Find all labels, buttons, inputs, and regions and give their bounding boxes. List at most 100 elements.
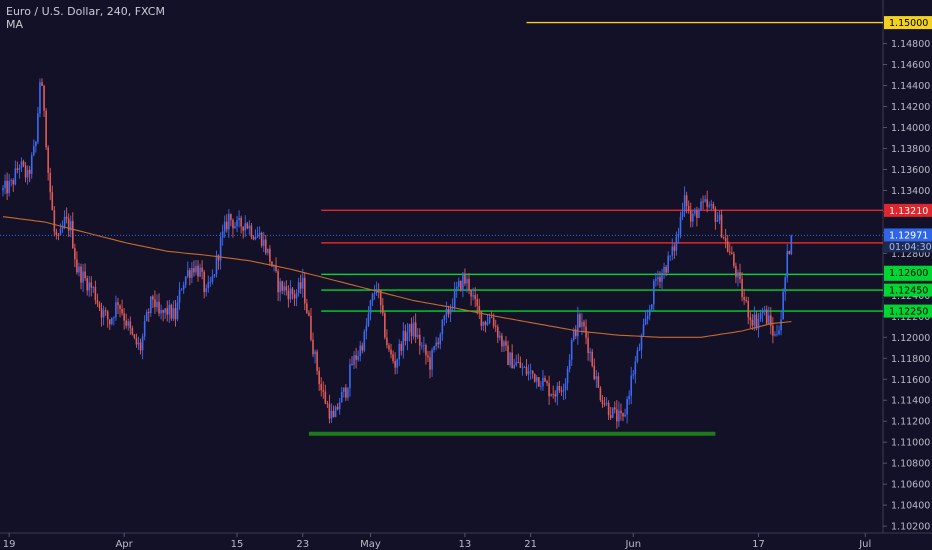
- candle-body: [250, 225, 253, 237]
- candle-body: [355, 355, 357, 360]
- y-tick-label: 1.14600: [891, 60, 930, 71]
- candle-body: [392, 354, 394, 362]
- candle-body: [402, 330, 405, 351]
- symbol-title[interactable]: Euro / U.S. Dollar, 240, FXCM: [6, 5, 165, 18]
- candle-body: [322, 390, 325, 392]
- candle-body: [737, 272, 739, 278]
- candle-body: [90, 282, 93, 288]
- candle-body: [39, 82, 41, 114]
- candle-body: [347, 388, 349, 398]
- candle-body: [564, 383, 567, 391]
- candle-body: [513, 365, 515, 369]
- candle-body: [505, 341, 507, 346]
- candle-body: [404, 330, 407, 342]
- candle-body: [234, 226, 236, 229]
- candle-body: [390, 349, 392, 355]
- candle-body: [49, 172, 52, 193]
- candle-body: [76, 259, 78, 273]
- candle-body: [515, 362, 518, 366]
- candle-body: [30, 155, 33, 174]
- candle-body: [207, 282, 210, 289]
- candle-body: [287, 290, 290, 300]
- candle-body: [252, 236, 255, 240]
- candle-body: [782, 291, 784, 320]
- candle-body: [156, 301, 158, 308]
- candle-body: [310, 315, 312, 340]
- countdown-label: 01:04:30: [889, 242, 932, 253]
- candle-body: [258, 232, 261, 236]
- candle-body: [53, 210, 56, 232]
- candle-body: [788, 251, 791, 255]
- candle-body: [599, 387, 602, 401]
- y-tick-label: 1.14200: [891, 102, 930, 113]
- candle-body: [277, 270, 279, 293]
- candle-body: [80, 266, 82, 283]
- candle-body: [217, 255, 220, 261]
- candle-body: [755, 314, 758, 329]
- level-price-badge-text: 1.15000: [889, 18, 928, 29]
- candle-body: [726, 241, 729, 252]
- y-tick-label: 1.11600: [891, 375, 930, 386]
- candle-body: [228, 213, 230, 230]
- candle-body: [667, 255, 669, 273]
- candle-body: [328, 403, 331, 419]
- candle-body: [462, 274, 464, 291]
- candle-body: [279, 281, 281, 293]
- candle-body: [281, 281, 284, 291]
- candle-body: [22, 161, 25, 166]
- candle-body: [780, 319, 782, 331]
- candle-body: [117, 302, 119, 306]
- candle-body: [361, 345, 364, 351]
- candle-body: [371, 293, 374, 301]
- candle-body: [577, 314, 579, 337]
- candle-body: [84, 271, 86, 279]
- candle-body: [476, 298, 479, 306]
- candle-body: [640, 335, 643, 350]
- candle-body: [47, 147, 49, 173]
- candle-body: [373, 293, 376, 295]
- candle-body: [618, 410, 620, 422]
- candle-body: [332, 410, 335, 418]
- ma-indicator-label[interactable]: MA: [6, 18, 24, 31]
- candle-body: [648, 309, 651, 316]
- level-price-badge-text: 1.12450: [889, 286, 928, 297]
- candle-body: [597, 376, 600, 388]
- candle-body: [28, 169, 31, 174]
- candle-body: [579, 314, 581, 327]
- y-tick-label: 1.14800: [891, 39, 930, 50]
- candle-body: [661, 272, 663, 282]
- candle-body: [111, 318, 113, 325]
- candle-body: [41, 82, 43, 86]
- candle-body: [301, 277, 304, 289]
- candle-body: [669, 255, 672, 257]
- candle-body: [408, 323, 411, 333]
- level-price-badge-text: 1.12600: [889, 268, 928, 279]
- y-tick-label: 1.13800: [891, 144, 930, 155]
- candle-body: [12, 180, 15, 185]
- candle-body: [365, 325, 368, 332]
- candle-body: [164, 308, 166, 313]
- candle-body: [18, 167, 21, 170]
- candle-body: [340, 391, 343, 403]
- candle-body: [55, 231, 58, 235]
- candle-body: [69, 221, 72, 231]
- candle-body: [731, 252, 733, 254]
- candle-body: [106, 311, 109, 320]
- candle-body: [494, 326, 497, 327]
- candle-body: [632, 374, 635, 376]
- level-price-badge-text: 1.12250: [889, 307, 928, 318]
- candle-body: [423, 345, 425, 346]
- candle-body: [308, 312, 310, 316]
- candle-body: [289, 288, 292, 300]
- candle-body: [262, 239, 265, 246]
- candle-body: [490, 317, 493, 319]
- candle-body: [269, 248, 271, 262]
- candle-body: [336, 406, 339, 410]
- candle-body: [581, 321, 583, 327]
- candle-body: [626, 399, 628, 415]
- candle-body: [345, 387, 347, 398]
- candle-body: [24, 165, 27, 178]
- candle-body: [176, 302, 179, 320]
